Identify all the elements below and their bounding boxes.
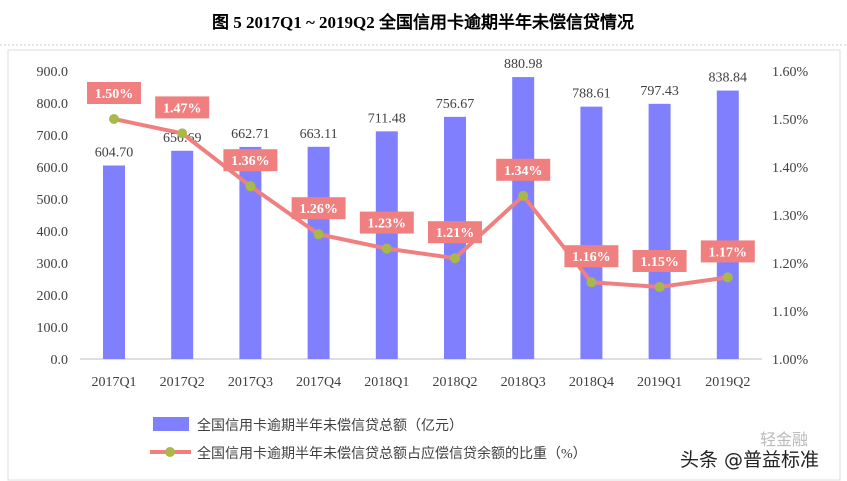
line-point xyxy=(313,229,324,240)
line-label-box xyxy=(428,221,482,244)
left-tick-label: 300.0 xyxy=(37,257,69,272)
line-point xyxy=(722,272,733,283)
bar xyxy=(239,146,262,359)
legend-bar-label: 全国信用卡逾期半年未偿信贷总额（亿元） xyxy=(197,417,463,434)
bar-data-label: 604.70 xyxy=(95,145,134,160)
left-tick-label: 400.0 xyxy=(37,225,69,240)
x-tick-label: 2018Q1 xyxy=(364,375,409,390)
bar-data-label: 880.98 xyxy=(504,57,543,72)
line-data-label: 1.16% xyxy=(572,250,611,265)
bar-data-label: 797.43 xyxy=(640,84,679,99)
line-point xyxy=(654,282,665,292)
bar xyxy=(307,146,330,359)
x-tick-label: 2018Q3 xyxy=(501,375,546,390)
line-label-box xyxy=(632,250,687,272)
x-tick-label: 2019Q2 xyxy=(705,375,750,390)
line-point xyxy=(450,253,460,264)
x-tick-label: 2018Q4 xyxy=(569,375,614,390)
line-data-label: 1.34% xyxy=(504,164,543,179)
line-point xyxy=(245,181,256,192)
left-tick-label: 200.0 xyxy=(37,289,69,304)
x-tick-label: 2017Q3 xyxy=(228,375,273,390)
left-tick-label: 700.0 xyxy=(37,129,69,144)
bar-data-label: 711.48 xyxy=(368,111,406,126)
line-data-label: 1.23% xyxy=(368,217,407,232)
line-label-box xyxy=(291,197,346,220)
right-tick-label: 1.10% xyxy=(772,305,809,320)
bar xyxy=(648,103,671,359)
line-data-label: 1.47% xyxy=(163,101,202,116)
line-label-box xyxy=(564,245,619,268)
x-tick-label: 2017Q2 xyxy=(160,375,205,390)
line-data-label: 1.26% xyxy=(299,202,338,217)
legend-line-label: 全国信用卡逾期半年未偿信贷总额占应偿信贷余额的比重（%） xyxy=(197,445,587,462)
line-label-box xyxy=(700,240,755,263)
line-point xyxy=(177,128,188,139)
chart-frame xyxy=(7,49,841,481)
left-tick-label: 0.0 xyxy=(51,353,69,368)
right-tick-label: 1.60% xyxy=(772,65,809,80)
bar xyxy=(103,165,125,359)
right-tick-label: 1.30% xyxy=(772,209,809,224)
right-tick-label: 1.40% xyxy=(772,161,809,176)
left-tick-label: 500.0 xyxy=(37,193,69,208)
ratio-line xyxy=(113,117,729,290)
line-point xyxy=(381,243,392,254)
line-data-label: 1.21% xyxy=(436,226,475,241)
bar-data-label: 756.67 xyxy=(436,97,475,112)
line-label-box xyxy=(155,96,210,119)
right-tick-label: 1.00% xyxy=(772,353,809,368)
bar-data-label: 662.71 xyxy=(231,127,270,142)
right-tick-label: 1.50% xyxy=(772,113,809,128)
right-tick-label: 1.20% xyxy=(772,257,809,272)
bar-data-label: 788.61 xyxy=(572,87,611,102)
bar xyxy=(580,106,603,359)
left-tick-label: 800.0 xyxy=(37,97,69,112)
left-tick-label: 900.0 xyxy=(37,65,69,80)
line-data-label: 1.17% xyxy=(709,245,748,260)
legend-line-marker xyxy=(165,447,175,457)
bar xyxy=(171,150,194,359)
chart-title: 图 5 2017Q1 ~ 2019Q2 全国信用卡逾期半年未偿信贷情况 xyxy=(212,12,634,32)
bar xyxy=(716,90,739,359)
line-data-label: 1.36% xyxy=(231,154,270,169)
x-tick-label: 2017Q1 xyxy=(91,375,136,390)
line-label-box xyxy=(359,211,414,234)
bar xyxy=(512,77,535,360)
watermark: 头条 @普益标准 xyxy=(680,449,819,471)
left-tick-label: 100.0 xyxy=(37,321,69,336)
bar-data-label: 838.84 xyxy=(709,71,748,86)
bar-data-label: 663.11 xyxy=(300,127,338,142)
line-data-label: 1.50% xyxy=(95,87,134,102)
x-tick-label: 2018Q2 xyxy=(432,375,477,390)
x-tick-label: 2019Q1 xyxy=(637,375,682,390)
line-label-box xyxy=(223,149,278,172)
left-tick-label: 600.0 xyxy=(37,161,69,176)
line-point xyxy=(518,190,529,201)
watermark-faint: 轻金融 xyxy=(760,430,808,449)
legend-bar-swatch xyxy=(153,417,189,431)
line-point xyxy=(109,114,119,124)
line-label-box xyxy=(496,158,551,181)
line-point xyxy=(586,277,597,288)
line-data-label: 1.15% xyxy=(640,255,679,270)
line-label-box xyxy=(87,82,141,104)
x-tick-label: 2017Q4 xyxy=(296,375,341,390)
